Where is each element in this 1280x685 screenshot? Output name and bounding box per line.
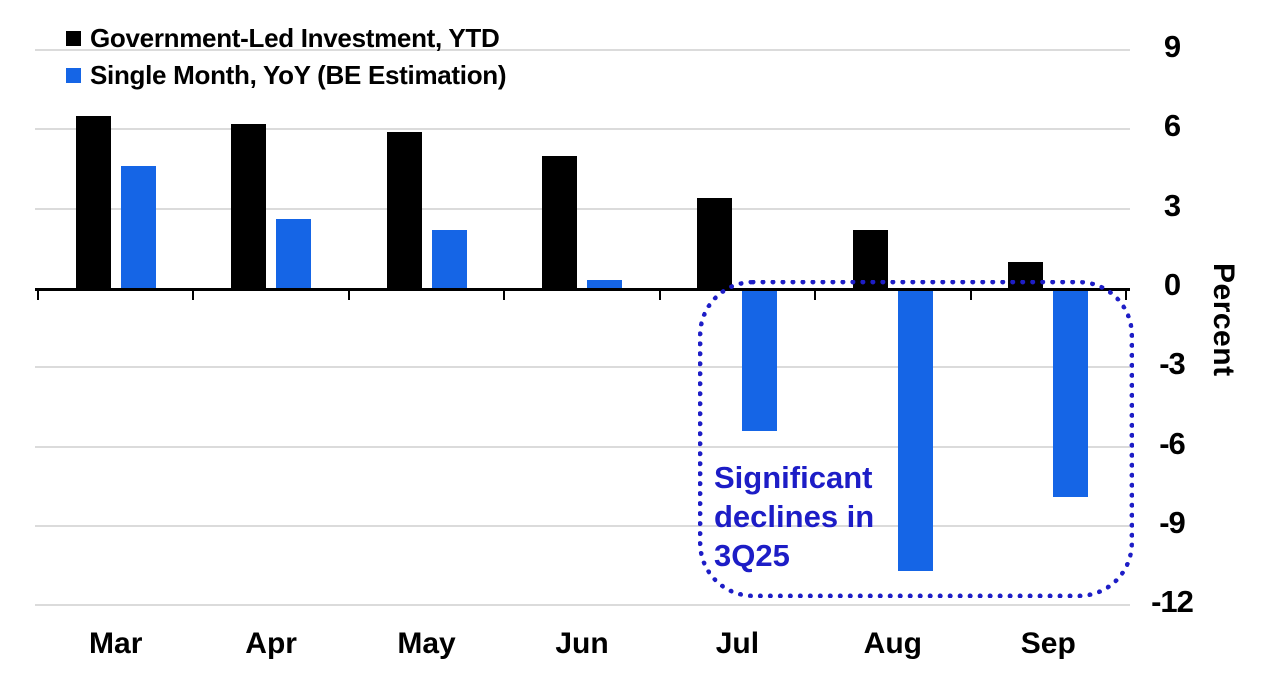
y-tick-label: 0	[1163, 267, 1181, 302]
bar-government-led-investment-ytd-jun	[542, 155, 577, 288]
x-axis-tick	[814, 288, 817, 300]
annotation-line-3: 3Q25	[714, 538, 790, 573]
y-tick-label: -6	[1159, 425, 1186, 461]
y-tick-label: -3	[1159, 346, 1186, 382]
x-tick-label: Aug	[863, 627, 922, 660]
bar-government-led-investment-ytd-mar	[75, 116, 111, 288]
x-axis-tick	[969, 288, 972, 300]
gridline	[35, 524, 1130, 527]
bar-government-led-investment-ytd-aug	[852, 229, 888, 288]
legend-item-ytd: Government-Led Investment, YTD	[66, 20, 506, 57]
y-tick-label: -12	[1151, 584, 1194, 620]
x-tick-label: Apr	[245, 627, 297, 660]
bar-single-month-yoy-be-estimation-mar	[120, 166, 156, 288]
x-tick-label: Jun	[555, 627, 609, 660]
x-axis-tick	[192, 288, 195, 300]
annotation-line-2: declines in	[714, 499, 875, 534]
x-axis-tick	[1125, 288, 1127, 300]
x-axis-tick	[503, 288, 506, 300]
legend-label-ytd: Government-Led Investment, YTD	[90, 23, 500, 53]
annotation-text: Significant declines in 3Q25	[714, 458, 874, 575]
x-tick-label: Sep	[1020, 627, 1076, 660]
x-axis-tick	[37, 288, 39, 300]
bar-single-month-yoy-be-estimation-jun	[587, 280, 622, 288]
bar-government-led-investment-ytd-may	[386, 132, 422, 288]
bar-single-month-yoy-be-estimation-aug	[897, 291, 933, 571]
x-axis-tick	[658, 288, 661, 300]
annotation-dotted-box	[698, 280, 1134, 598]
y-tick-label: -9	[1159, 504, 1186, 540]
x-tick-label: Jul	[715, 627, 760, 660]
gridline	[35, 366, 1130, 369]
gridline	[35, 49, 1130, 52]
legend-swatch-blue-icon	[66, 68, 81, 83]
x-tick-label: Mar	[89, 627, 143, 660]
legend-swatch-black-icon	[66, 31, 81, 46]
y-tick-label: 9	[1163, 29, 1181, 65]
annotation-line-1: Significant	[714, 460, 873, 495]
gridline	[35, 604, 1130, 607]
y-tick-label: 6	[1163, 108, 1181, 144]
x-tick-label: May	[397, 627, 456, 660]
gridline	[35, 445, 1130, 448]
y-axis-title: Percent	[1207, 263, 1240, 377]
bar-government-led-investment-ytd-jul	[697, 198, 733, 288]
bar-single-month-yoy-be-estimation-apr	[276, 219, 312, 288]
legend-item-single-month: Single Month, YoY (BE Estimation)	[66, 57, 507, 94]
bar-single-month-yoy-be-estimation-may	[431, 229, 467, 288]
gridline	[35, 128, 1130, 131]
x-axis-line	[35, 288, 1130, 291]
x-axis-tick	[347, 288, 350, 300]
legend: Government-Led Investment, YTD Single Mo…	[66, 20, 507, 94]
bar-government-led-investment-ytd-apr	[231, 124, 267, 288]
legend-label-single-month: Single Month, YoY (BE Estimation)	[90, 60, 507, 90]
gridline	[35, 207, 1130, 210]
y-tick-label: 3	[1163, 187, 1181, 223]
